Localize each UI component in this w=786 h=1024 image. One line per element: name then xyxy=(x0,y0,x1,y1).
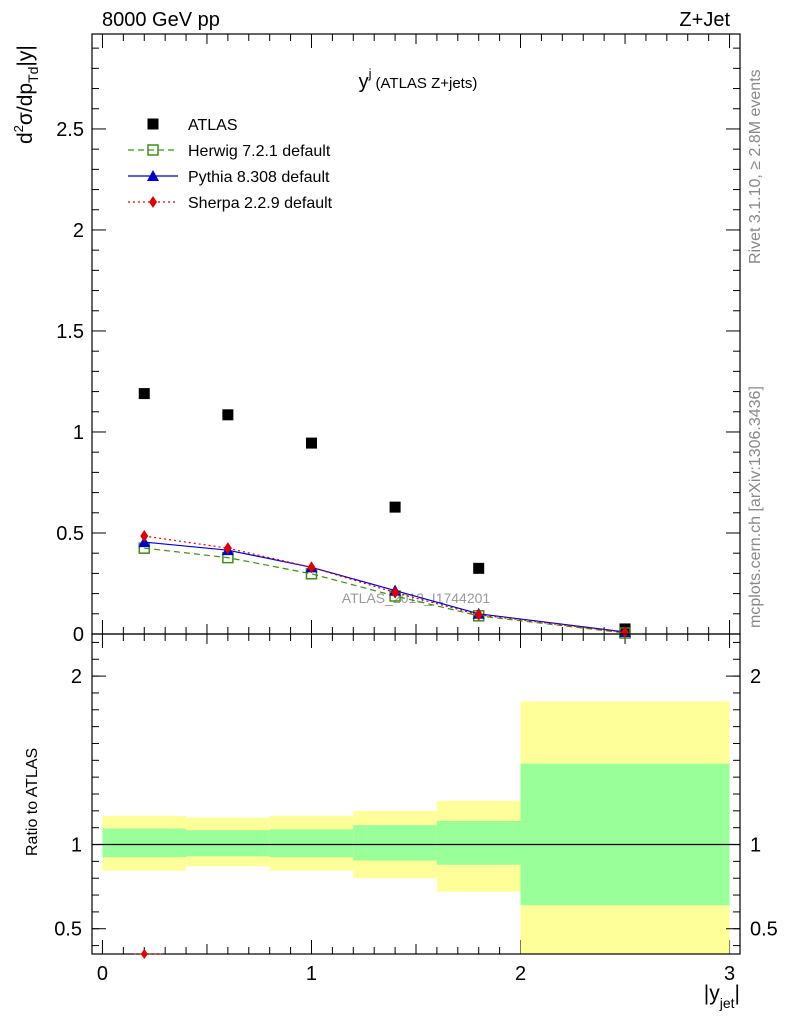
series-2 xyxy=(138,536,632,637)
legend-label: Herwig 7.2.1 default xyxy=(188,143,331,160)
analysis-watermark: ATLAS_2013_I1744201 xyxy=(342,590,491,606)
legend-label: Pythia 8.308 default xyxy=(188,169,330,186)
stat-band xyxy=(436,820,521,865)
offscale-diamond xyxy=(140,949,148,959)
marker-square xyxy=(473,562,485,574)
plot-title-rest: (ATLAS Z+jets) xyxy=(376,75,478,92)
ratio-y-tick-label: 0.5 xyxy=(54,919,82,941)
marker-diamond xyxy=(621,626,630,639)
legend-label: Sherpa 2.2.9 default xyxy=(188,195,333,212)
stat-band xyxy=(353,825,437,861)
x-axis-label: |yjet| xyxy=(704,982,740,1011)
stat-band xyxy=(186,830,270,857)
marker-square xyxy=(147,118,159,130)
legend-label: ATLAS xyxy=(188,117,238,134)
ratio-y-tick-label-right: 0.5 xyxy=(750,919,778,941)
xlabel-main: |y xyxy=(704,982,720,1005)
marker-square xyxy=(138,388,150,400)
ratio-y-tick-label: 1 xyxy=(71,835,82,857)
stat-band xyxy=(269,829,354,858)
main-y-axis-label: d2σ/dpTd|y| xyxy=(11,45,41,144)
ylabel-d: d xyxy=(14,132,37,144)
ylabel-end: |y| xyxy=(14,45,37,66)
rivet-label: Rivet 3.1.10, ≥ 2.8M events xyxy=(747,69,764,264)
xlabel-sub: jet xyxy=(719,995,735,1011)
plot-title-main: y xyxy=(359,71,369,93)
series-line xyxy=(144,541,626,633)
mcplots-label: mcplots.cern.ch [arXiv:1306.3436] xyxy=(747,386,764,628)
marker-square xyxy=(305,437,317,449)
main-y-tick-labels: 0 0.5 1 1.5 2 2.5 xyxy=(56,119,84,646)
offscale-markers xyxy=(134,949,165,959)
y-tick-label: 1 xyxy=(73,422,84,444)
header-right: Z+Jet xyxy=(679,9,730,31)
marker-open-square xyxy=(147,144,159,156)
y-tick-label: 1.5 xyxy=(56,321,84,343)
marker-diamond xyxy=(474,608,483,621)
ratio-bands xyxy=(102,701,730,954)
ratio-axis-ticks xyxy=(92,641,740,947)
ratio-y-tick-label-right: 2 xyxy=(750,666,761,688)
series-line xyxy=(144,535,626,633)
stat-band xyxy=(102,828,187,858)
x-tick-labels: 0 1 2 3 xyxy=(97,963,735,985)
marker-square xyxy=(389,501,401,513)
stat-band xyxy=(520,763,730,906)
ylabel-sub: Td xyxy=(25,67,41,83)
x-tick-label: 3 xyxy=(724,963,735,985)
marker-square xyxy=(222,409,234,421)
series-layer xyxy=(138,388,632,639)
x-tick-label: 1 xyxy=(306,963,317,985)
legend-item-0: ATLAS xyxy=(147,117,238,134)
plot-title-sup: j xyxy=(368,66,372,81)
y-tick-label: 2 xyxy=(73,220,84,242)
legend: ATLAS Herwig 7.2.1 default Pythia 8.308 de… xyxy=(128,117,333,212)
header-left: 8000 GeV pp xyxy=(102,9,220,31)
legend-item-2: Pythia 8.308 default xyxy=(128,169,330,186)
marker-triangle xyxy=(147,170,159,181)
marker-diamond xyxy=(307,561,316,574)
ylabel-mid: σ/dp xyxy=(14,83,37,125)
legend-item-1: Herwig 7.2.1 default xyxy=(128,143,331,160)
x-tick-label: 0 xyxy=(97,963,108,985)
ratio-y-tick-label-right: 1 xyxy=(750,835,761,857)
x-tick-label: 2 xyxy=(515,963,526,985)
y-tick-label: 0 xyxy=(73,624,84,646)
ratio-y-tick-labels: 0.5 0.5 1 1 2 2 xyxy=(54,666,778,941)
y-tick-label: 2.5 xyxy=(56,119,84,141)
xlabel-end: | xyxy=(735,982,740,1005)
series-line xyxy=(144,547,626,634)
marker-diamond xyxy=(149,196,157,208)
ylabel-sup: 2 xyxy=(11,125,26,132)
ratio-y-axis-label: Ratio to ATLAS xyxy=(24,748,41,856)
plot-title: yj (ATLAS Z+jets) xyxy=(359,66,478,93)
y-tick-label: 0.5 xyxy=(56,523,84,545)
ratio-y-tick-label: 2 xyxy=(71,666,82,688)
marker-diamond xyxy=(223,542,232,555)
marker-diamond xyxy=(140,530,149,543)
legend-item-3: Sherpa 2.2.9 default xyxy=(128,195,333,212)
series-3 xyxy=(140,530,630,639)
marker-diamond xyxy=(391,586,400,599)
